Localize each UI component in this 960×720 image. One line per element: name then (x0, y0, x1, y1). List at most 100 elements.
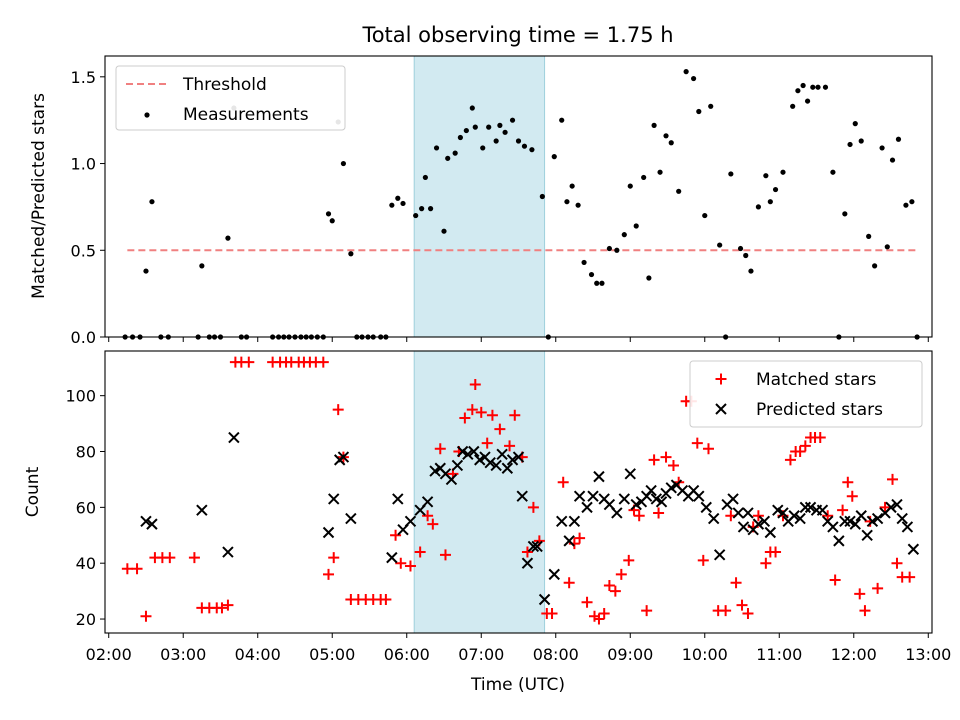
predicted-stars-marker (146, 518, 158, 530)
highlight-span (413, 55, 546, 338)
predicted-stars-marker (521, 557, 534, 569)
predicted-stars-marker (833, 535, 845, 547)
measurement-point (493, 138, 499, 144)
predicted-stars-marker (512, 451, 525, 463)
predicted-stars-marker (871, 512, 884, 525)
measurement-point (866, 233, 872, 239)
measurement-point (795, 88, 801, 94)
measurement-point (199, 263, 205, 269)
measurement-point (521, 143, 528, 149)
measurement-point (872, 263, 878, 269)
matched-stars-marker (794, 446, 806, 458)
measurement-point (772, 186, 779, 193)
predicted-stars-marker (328, 493, 340, 505)
matched-stars-marker (222, 599, 234, 611)
matched-stars-marker (641, 605, 653, 617)
measurement-point (743, 252, 749, 259)
matched-stars-marker (837, 504, 849, 516)
matched-stars-marker (598, 607, 610, 619)
matched-stars-marker (667, 459, 679, 471)
predicted-stars-marker (624, 468, 636, 480)
predicted-stars-marker (732, 507, 744, 519)
matched-stars-marker (486, 409, 498, 421)
measurement-point (621, 232, 627, 238)
matched-stars-marker (799, 440, 811, 452)
matched-stars-marker (814, 432, 826, 444)
axes-frame (104, 350, 933, 634)
measurement-point (509, 117, 516, 123)
measurement-point (581, 259, 587, 266)
predicted-stars-marker (758, 515, 771, 528)
legend: Matched stars Predicted stars (689, 360, 923, 428)
predicted-stars-marker (593, 470, 605, 483)
x-tick-label: 11:00 (756, 645, 802, 664)
y-tick-label: 0.5 (71, 241, 96, 260)
measurement-point (569, 183, 575, 189)
measurement-point (690, 75, 697, 82)
measurement-point (627, 183, 633, 189)
matched-stars-marker (140, 610, 152, 622)
predicted-stars-marker (799, 501, 812, 514)
predicted-stars-marker (891, 498, 903, 511)
predicted-stars-marker (618, 493, 631, 505)
measurement-point (641, 174, 647, 181)
matched-stars-marker (164, 552, 176, 564)
predicted-stars-marker (827, 521, 839, 533)
matched-stars-marker (504, 440, 516, 452)
legend: Threshold Measurements (115, 65, 346, 131)
matched-stars-marker (581, 596, 593, 608)
y-tick-label: 0.0 (71, 328, 96, 347)
predicted-stars-marker (451, 459, 464, 472)
matched-stars-marker (481, 437, 493, 449)
y-tick-label: 40 (76, 554, 96, 573)
measurement-point (815, 84, 821, 90)
legend-label-predicted: Predicted stars (756, 400, 883, 420)
ratio-subplot: 0.0 0.5 1.0 1.5 Threshold Measurements (71, 55, 933, 347)
matched-stars-marker (593, 613, 605, 625)
predicted-stars-marker (849, 518, 861, 530)
matched-stars-marker (390, 529, 402, 541)
matched-stars-marker (872, 582, 884, 594)
y-tick-label: 20 (76, 610, 96, 629)
legend-matched-swatch (715, 373, 727, 385)
matched-stars-marker (904, 571, 916, 583)
matched-stars-marker (563, 577, 575, 589)
matched-stars-marker (784, 454, 796, 466)
predicted-stars-marker (700, 501, 712, 514)
predicted-stars-marker (742, 507, 754, 519)
predicted-stars-marker (707, 512, 720, 525)
y-tick-label: 1.0 (71, 155, 96, 174)
measurement-point (599, 280, 605, 286)
predicted-stars-marker (386, 551, 398, 564)
legend-box (115, 65, 346, 131)
measurement-point (884, 244, 890, 250)
y-tick-label: 1.5 (71, 68, 96, 87)
matched-stars-marker (609, 585, 621, 597)
measurement-point (909, 199, 915, 205)
predicted-stars-marker (885, 501, 897, 514)
matched-stars-marker (730, 577, 742, 589)
matched-stars-marker (822, 510, 834, 522)
matched-stars-marker (653, 507, 665, 519)
predicted-stars-marker (655, 496, 668, 508)
matched-stars-marker (879, 501, 891, 513)
predicted-stars-marker (752, 518, 765, 530)
measurement-point (790, 103, 796, 109)
x-tick-label: 13:00 (905, 645, 951, 664)
measurement-point (486, 124, 492, 130)
matched-stars-marker (131, 563, 143, 575)
measurement-point (143, 268, 149, 274)
matched-stars-marker (760, 557, 772, 569)
matched-stars-marker (328, 552, 340, 564)
matched-stars-marker (854, 588, 866, 600)
y-tick-label: 100 (65, 387, 96, 406)
measurement-point (551, 154, 557, 160)
x-tick-label: 08:00 (533, 645, 579, 664)
measurement-point (683, 69, 689, 75)
legend-label-matched: Matched stars (756, 370, 876, 390)
measurement-point (395, 195, 401, 201)
legend-measurements-swatch (144, 112, 150, 118)
predicted-stars-marker (140, 515, 152, 528)
figure-title: Total observing time = 1.75 h (361, 23, 673, 47)
